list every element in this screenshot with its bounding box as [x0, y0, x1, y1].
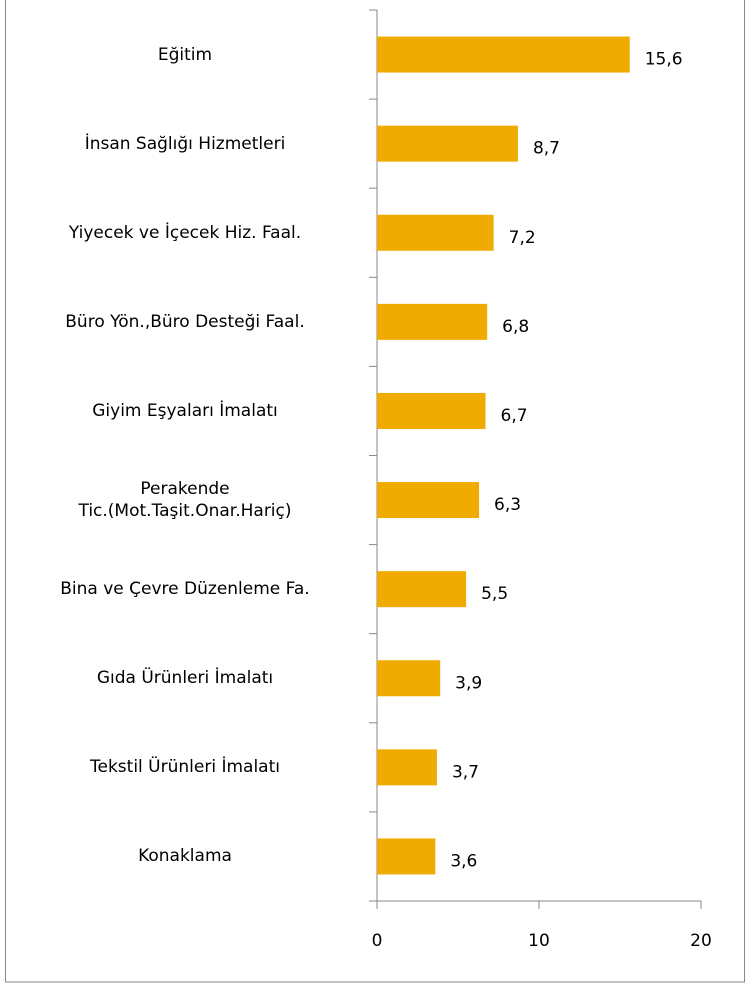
value-label: 8,7 — [533, 139, 560, 159]
value-label: 6,3 — [494, 495, 521, 515]
value-label: 6,7 — [501, 406, 528, 426]
value-label: 3,9 — [455, 673, 482, 693]
bar — [377, 838, 436, 875]
category-label: Eğitim — [157, 44, 213, 65]
bar — [377, 571, 467, 608]
x-tick-label: 10 — [528, 931, 550, 951]
bar — [377, 125, 518, 162]
category-label: Giyim Eşyaları İmalatı — [92, 400, 278, 421]
value-label: 3,7 — [452, 762, 479, 782]
bar — [377, 303, 488, 340]
bar — [377, 214, 494, 251]
category-label: Gıda Ürünleri İmalatı — [96, 668, 274, 689]
category-label: Konaklama — [138, 846, 232, 867]
value-label: 5,5 — [481, 584, 508, 604]
value-label: 3,6 — [450, 851, 477, 871]
value-label: 15,6 — [645, 50, 683, 70]
frame — [5, 0, 745, 983]
bar — [377, 749, 437, 786]
category-label: Perakende Tic.(Mot.Taşit.Onar.Hariç) — [78, 479, 292, 522]
category-label: Büro Yön.,Büro Desteği Faal. — [65, 311, 305, 332]
value-label: 7,2 — [509, 228, 536, 248]
category-label: İnsan Sağlığı Hizmetleri — [84, 133, 286, 154]
x-tick-label: 0 — [372, 931, 383, 951]
bar — [377, 660, 441, 697]
value-label: 6,8 — [502, 317, 529, 337]
bar — [377, 482, 480, 519]
x-tick-label: 20 — [690, 931, 712, 951]
category-label: Yiyecek ve İçecek Hiz. Faal. — [68, 222, 302, 243]
category-label: Tekstil Ürünleri İmalatı — [90, 757, 280, 778]
bar — [377, 36, 630, 73]
bar — [377, 392, 486, 429]
category-label: Bina ve Çevre Düzenleme Fa. — [60, 579, 310, 600]
